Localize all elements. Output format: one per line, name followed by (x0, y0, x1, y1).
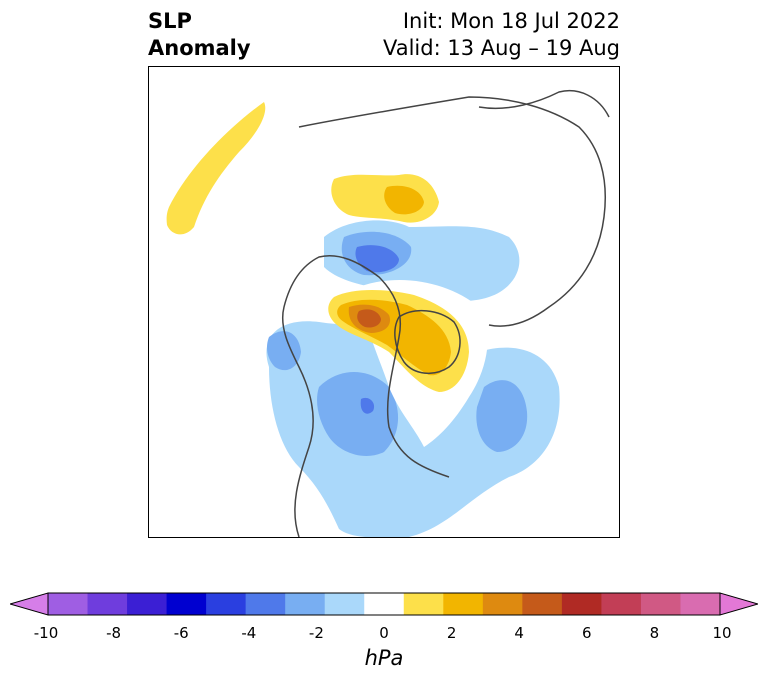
anomaly-red-core (357, 309, 381, 328)
title-line-2: Anomaly (148, 36, 251, 60)
colorbar-cell (285, 593, 326, 615)
colorbar-cell (166, 593, 207, 615)
colorbar-tick-label: -10 (33, 624, 59, 642)
colorbar (10, 592, 758, 616)
colorbar-tick-label: -6 (173, 624, 189, 642)
colorbar-tick-label: 10 (712, 624, 732, 642)
colorbar-cell (245, 593, 286, 615)
colorbar-cell (680, 593, 721, 615)
init-valid-info: Init: Mon 18 Jul 2022 Valid: 13 Aug – 19… (383, 8, 620, 62)
colorbar-cell (561, 593, 602, 615)
colorbar-cell (522, 593, 563, 615)
title-line-1: SLP (148, 9, 192, 33)
colorbar-cell (48, 593, 89, 615)
anomaly-orange-russia (384, 185, 424, 215)
colorbar-tick-label: 8 (649, 624, 660, 642)
anomaly-blue-canada-core (360, 397, 375, 414)
anomaly-blue-siberia-core (355, 245, 399, 273)
colorbar-cell (482, 593, 523, 615)
colorbar-tick-label: 4 (514, 624, 524, 642)
coastline-eurasia (298, 96, 607, 327)
colorbar-tick-label: -8 (106, 624, 122, 642)
colorbar-tick-label: -2 (308, 624, 324, 642)
anomaly-yellow-pacific (166, 102, 266, 235)
colorbar-cell (601, 593, 642, 615)
coastline-east-asia (478, 90, 610, 118)
coastline-north-america (281, 255, 450, 537)
colorbar-extend-high (719, 592, 758, 616)
anomaly-medium-blue-atlantic (476, 380, 528, 452)
colorbar-cell (87, 593, 128, 615)
map-canvas (166, 90, 610, 537)
colorbar-cell (364, 593, 405, 615)
map-title: SLP Anomaly (148, 8, 251, 62)
valid-range: Valid: 13 Aug – 19 Aug (382, 36, 620, 60)
colorbar-tick-label: 6 (582, 624, 592, 642)
colorbar-cell (640, 593, 681, 615)
anomaly-medium-blue-pacific (267, 331, 301, 371)
anomaly-medium-blue-canada (317, 372, 399, 457)
init-date: Init: Mon 18 Jul 2022 (402, 9, 620, 33)
colorbar-cell (403, 593, 444, 615)
colorbar-cell (206, 593, 247, 615)
colorbar-tick-label: 0 (379, 624, 389, 642)
coastline-greenland (394, 310, 461, 374)
colorbar-cell (324, 593, 365, 615)
colorbar-tick-label: 2 (446, 624, 457, 642)
colorbar-cell (443, 593, 484, 615)
anomaly-map (148, 66, 620, 538)
colorbar-unit: hPa (364, 646, 404, 670)
colorbar-outline (47, 592, 721, 616)
colorbar-extend-low (10, 592, 49, 616)
colorbar-cell (127, 593, 168, 615)
colorbar-tick-label: -4 (241, 624, 257, 642)
